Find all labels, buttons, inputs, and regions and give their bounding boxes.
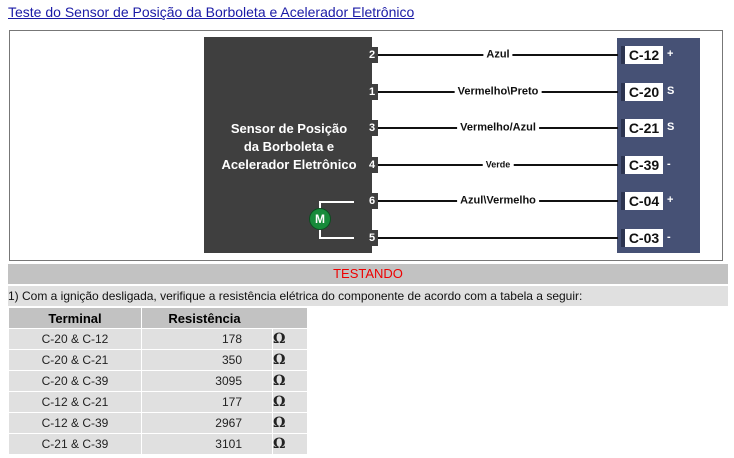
resistance-cell: 3095 xyxy=(141,370,273,392)
instruction-text: 1) Com a ignição desligada, verifique a … xyxy=(8,286,728,306)
resistance-cell: 3101 xyxy=(141,433,273,455)
pin-number: 3 xyxy=(366,120,378,136)
connector-terminal: C-39 xyxy=(621,156,663,174)
resistance-cell: 2967 xyxy=(141,412,273,434)
page-title-link[interactable]: Teste do Sensor de Posição da Borboleta … xyxy=(8,4,415,20)
testing-header: TESTANDO xyxy=(8,264,728,284)
table-row: C-20 & C-21 350 Ω xyxy=(8,349,308,371)
ohm-icon: Ω xyxy=(272,412,308,434)
motor-wire xyxy=(319,237,354,239)
connector-terminal: C-12 xyxy=(621,46,663,64)
wire-color-label: Vermelho\Preto xyxy=(454,85,542,99)
ohm-icon: Ω xyxy=(272,328,308,350)
connector-terminal: C-03 xyxy=(621,229,663,247)
resistance-cell: 178 xyxy=(141,328,273,350)
motor-icon: M xyxy=(309,208,331,230)
ohm-icon: Ω xyxy=(272,391,308,413)
resistance-cell: 350 xyxy=(141,349,273,371)
sensor-label-line: da Borboleta e xyxy=(243,139,335,154)
wire xyxy=(378,237,618,239)
header-resistance: Resistência xyxy=(141,307,308,329)
polarity-label: S xyxy=(667,85,675,97)
sensor-label: Sensor de Posição da Borboleta e Acelera… xyxy=(204,120,374,174)
polarity-label: - xyxy=(667,231,671,243)
ohm-icon: Ω xyxy=(272,370,308,392)
motor-wire xyxy=(319,201,354,203)
connector-terminal: C-20 xyxy=(621,83,663,101)
resistance-table: Terminal Resistência C-20 & C-12 178 Ω C… xyxy=(8,307,308,455)
connector-terminal: C-21 xyxy=(621,119,663,137)
pin-number: 1 xyxy=(366,84,378,100)
table-row: C-21 & C-39 3101 Ω xyxy=(8,433,308,455)
terminal-cell: C-12 & C-21 xyxy=(8,391,142,413)
pin-number: 5 xyxy=(366,230,378,246)
pin-number: 2 xyxy=(366,47,378,63)
wire-color-label: Azul\Vermelho xyxy=(457,194,539,208)
header-terminal: Terminal xyxy=(8,307,142,329)
connector-terminal: C-04 xyxy=(621,192,663,210)
wire-color-label: Verde xyxy=(482,158,514,172)
pin-number: 6 xyxy=(366,193,378,209)
table-row: C-12 & C-21 177 Ω xyxy=(8,391,308,413)
table-row: C-20 & C-12 178 Ω xyxy=(8,328,308,350)
pin-number: 4 xyxy=(366,157,378,173)
polarity-label: + xyxy=(667,48,674,60)
sensor-label-line: Acelerador Eletrônico xyxy=(221,157,357,172)
sensor-block xyxy=(204,37,372,253)
polarity-label: S xyxy=(667,121,675,133)
ecu-connector-panel xyxy=(617,38,700,253)
polarity-label: + xyxy=(667,194,674,206)
terminal-cell: C-20 & C-21 xyxy=(8,349,142,371)
wire-color-label: Vermelho/Azul xyxy=(457,121,539,135)
sensor-label-line: Sensor de Posição xyxy=(230,121,348,136)
table-row: C-12 & C-39 2967 Ω xyxy=(8,412,308,434)
ohm-icon: Ω xyxy=(272,433,308,455)
ohm-icon: Ω xyxy=(272,349,308,371)
table-row: C-20 & C-39 3095 Ω xyxy=(8,370,308,392)
polarity-label: - xyxy=(667,158,671,170)
wire-color-label: Azul xyxy=(483,48,513,62)
resistance-cell: 177 xyxy=(141,391,273,413)
terminal-cell: C-20 & C-39 xyxy=(8,370,142,392)
terminal-cell: C-21 & C-39 xyxy=(8,433,142,455)
terminal-cell: C-12 & C-39 xyxy=(8,412,142,434)
terminal-cell: C-20 & C-12 xyxy=(8,328,142,350)
